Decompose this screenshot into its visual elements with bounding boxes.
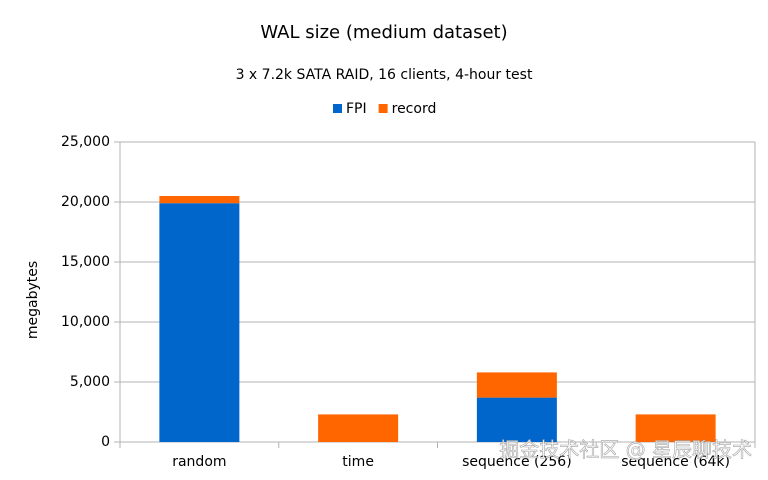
bar-segment	[318, 414, 399, 442]
y-tick-label: 5,000	[70, 374, 110, 390]
bar-segment	[476, 397, 557, 442]
y-axis-label: megabytes	[25, 261, 41, 339]
chart-title: WAL size (medium dataset)	[260, 22, 507, 43]
x-tick-label: sequence (64k)	[621, 454, 730, 470]
legend-label: FPI	[346, 101, 367, 117]
y-tick-label: 0	[101, 434, 110, 450]
watermark: 掘金技术社区 @ 星辰聊技术	[499, 438, 752, 462]
x-tick-label: random	[172, 454, 226, 470]
legend-swatch	[378, 104, 388, 113]
bar-segment	[476, 372, 557, 398]
x-tick-label: sequence (256)	[462, 454, 572, 470]
bar-segment	[159, 203, 240, 442]
bar-segment	[635, 414, 716, 442]
chart-subtitle: 3 x 7.2k SATA RAID, 16 clients, 4-hour t…	[236, 67, 533, 83]
y-tick-label: 15,000	[61, 254, 110, 270]
y-tick-label: 25,000	[61, 134, 110, 150]
bar-segment	[159, 196, 240, 204]
x-tick-label: time	[342, 454, 374, 470]
legend-swatch	[333, 104, 342, 113]
y-tick-label: 20,000	[61, 194, 110, 210]
legend-label: record	[392, 101, 437, 117]
y-tick-label: 10,000	[61, 314, 110, 330]
